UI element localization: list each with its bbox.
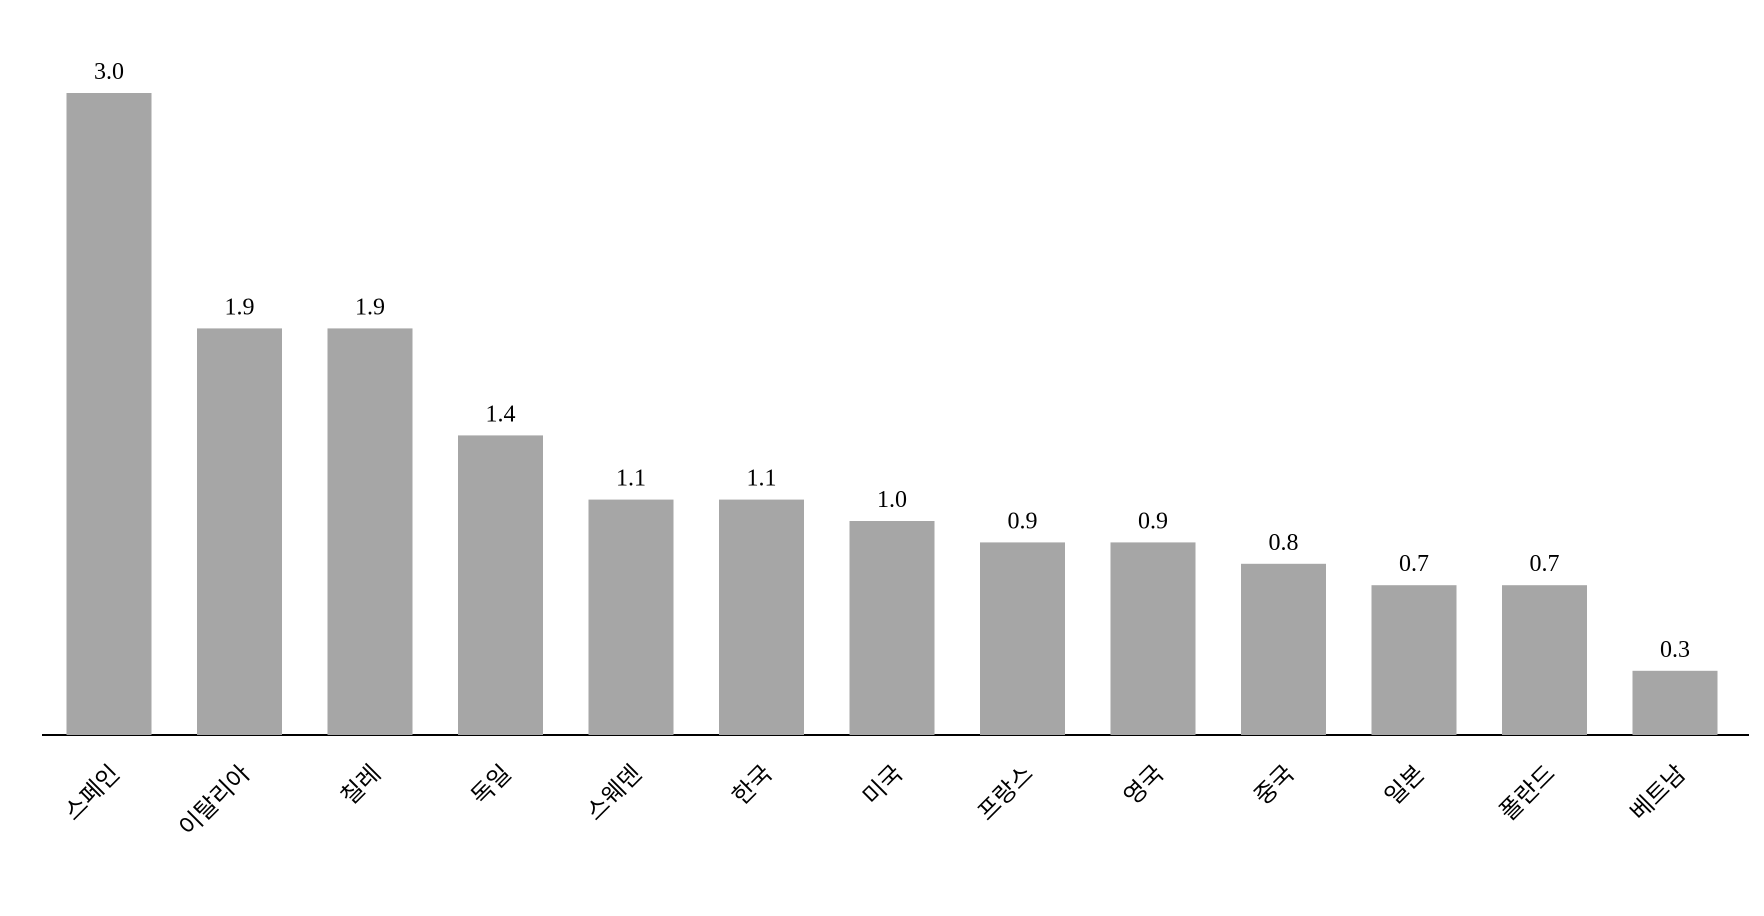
value-label: 1.1 xyxy=(616,466,646,492)
bar xyxy=(458,435,543,735)
value-label: 0.9 xyxy=(1008,508,1038,534)
x-tick-label: 한국 xyxy=(727,759,778,810)
x-tick-label: 이탈리아 xyxy=(173,759,255,841)
value-label: 1.1 xyxy=(747,466,777,492)
x-tick-label: 베트남 xyxy=(1625,759,1692,826)
bar xyxy=(588,499,674,735)
value-label: 0.7 xyxy=(1399,551,1429,577)
x-tick-label: 칠레 xyxy=(335,759,386,810)
x-tick-label: 폴란드 xyxy=(1494,759,1561,826)
value-label: 0.3 xyxy=(1660,637,1690,663)
value-label: 1.9 xyxy=(355,294,385,320)
bar xyxy=(1371,585,1457,735)
bar xyxy=(327,328,413,735)
bar xyxy=(1632,670,1718,735)
bar xyxy=(197,328,282,735)
x-tick-label: 프랑스 xyxy=(972,759,1039,826)
value-label: 1.0 xyxy=(877,487,907,513)
x-tick-label: 스웨덴 xyxy=(581,759,648,826)
x-tick-label: 미국 xyxy=(857,759,908,810)
x-tick-label: 일본 xyxy=(1379,759,1430,810)
bar xyxy=(66,93,152,735)
value-label: 0.7 xyxy=(1530,551,1560,577)
value-label: 3.0 xyxy=(94,59,124,85)
bar xyxy=(849,521,935,735)
bar xyxy=(1241,563,1326,735)
x-tick-label: 중국 xyxy=(1249,759,1300,810)
x-tick-label: 영국 xyxy=(1118,759,1169,810)
bar xyxy=(1502,585,1587,735)
bar xyxy=(1110,542,1196,735)
value-label: 0.8 xyxy=(1269,530,1299,556)
x-tick-label: 독일 xyxy=(466,759,517,810)
value-label: 0.9 xyxy=(1138,508,1168,534)
bar xyxy=(719,499,804,735)
value-label: 1.9 xyxy=(225,294,255,320)
bar xyxy=(980,542,1065,735)
value-label: 1.4 xyxy=(486,401,516,427)
x-tick-label: 스페인 xyxy=(59,759,126,826)
